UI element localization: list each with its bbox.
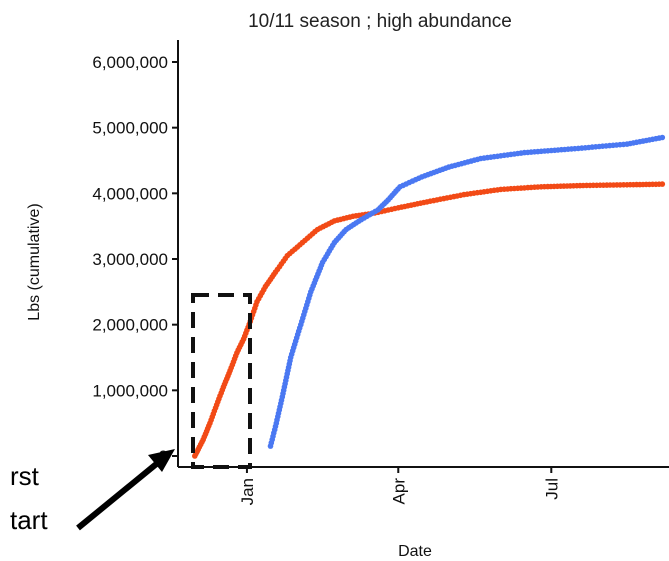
plot-area: 01,000,0002,000,0003,000,0004,000,0005,0… [92,40,669,505]
y-tick-label: 2,000,000 [92,316,168,335]
callout-text-line2: tart [10,505,48,535]
x-tick-label: Apr [389,478,408,505]
y-tick-label: 5,000,000 [92,119,168,138]
x-tick-label: Jul [542,478,561,500]
callout-arrow-head [148,449,175,472]
y-tick-label: 4,000,000 [92,184,168,203]
series-2-point [659,134,666,141]
callout-arrow-shaft [76,458,162,531]
chart-title: 10/11 season ; high abundance [248,11,512,32]
x-axis-title: Date [398,543,432,560]
callout-text-line1: rst [10,461,40,491]
series-1-point [659,181,666,187]
highlight-box [191,293,252,469]
y-tick-label: 6,000,000 [92,53,168,72]
x-tick-label: Jan [238,478,257,505]
y-tick-label: 3,000,000 [92,250,168,269]
y-tick-label: 1,000,000 [92,381,168,400]
y-axis-title: Lbs (cumulative) [26,203,43,320]
